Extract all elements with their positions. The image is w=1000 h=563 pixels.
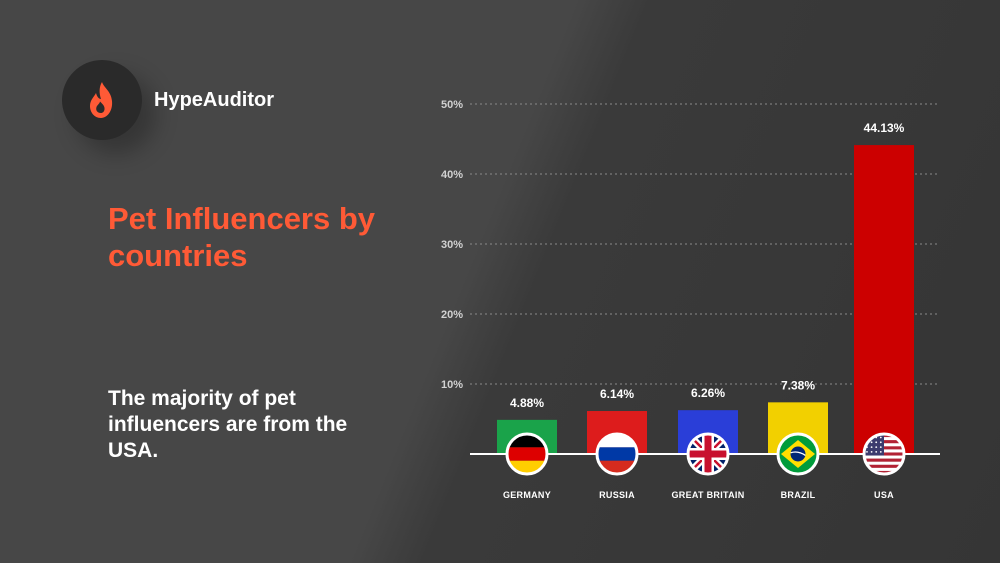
data-label: 6.26% [691,386,725,400]
brazil-flag-icon [776,432,820,476]
brand-name: HypeAuditor [154,89,274,111]
y-axis: 10% 20% 30% 40% 50% [441,99,463,391]
page-title: Pet Influencers by countries [108,201,376,273]
flame-icon [90,82,113,118]
data-label: 6.14% [600,387,634,401]
russia-flag-icon [595,432,639,476]
hypeauditor-logo [62,60,142,140]
data-label: 44.13% [864,121,905,135]
x-axis-labels: GERMANY RUSSIA GREAT BRITAIN BRAZIL USA [503,490,894,500]
bar [854,145,914,454]
usa-flag-icon [862,432,906,476]
x-tick-label: USA [874,490,894,500]
great-britain-flag-icon [686,432,730,476]
bars-layer: 4.88% 6.14% 6.26% 7.38% 44.13% [497,121,914,454]
x-tick-label: GREAT BRITAIN [671,490,744,500]
data-label: 4.88% [510,396,544,410]
subtitle: The majority of pet influencers are from… [108,387,348,462]
y-tick-label: 10% [441,379,463,391]
y-tick-label: 40% [441,169,463,181]
flags-layer [505,432,906,476]
data-label: 7.38% [781,378,815,392]
y-tick-label: 30% [441,239,463,251]
y-tick-label: 50% [441,99,463,111]
x-tick-label: RUSSIA [599,490,635,500]
y-tick-label: 20% [441,309,463,321]
germany-flag-icon [505,432,549,476]
x-tick-label: GERMANY [503,490,551,500]
x-tick-label: BRAZIL [781,490,816,500]
